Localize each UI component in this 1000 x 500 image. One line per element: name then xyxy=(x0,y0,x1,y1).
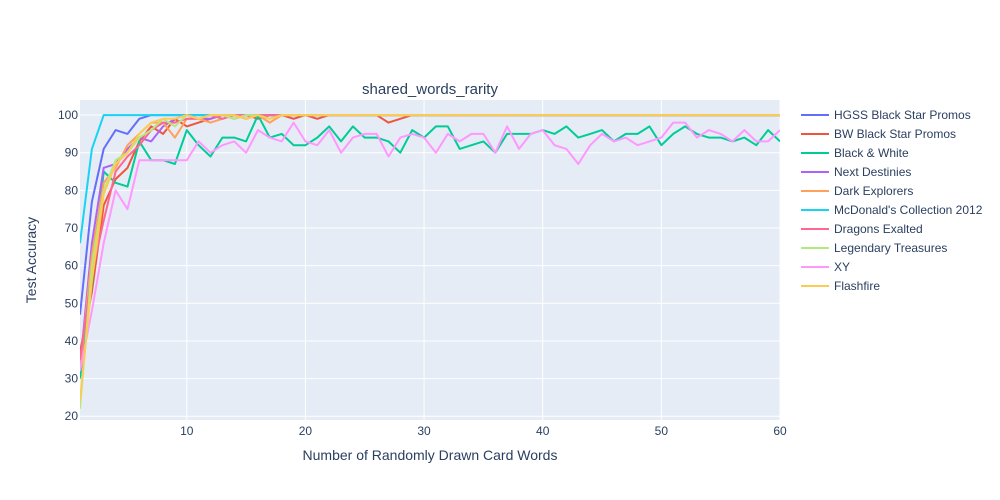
y-tick-label: 60 xyxy=(65,259,79,273)
y-tick-label: 70 xyxy=(65,221,79,235)
y-tick-label: 30 xyxy=(65,372,79,386)
y-tick-label: 50 xyxy=(65,296,79,310)
x-tick-label: 60 xyxy=(773,424,787,438)
legend-label: Dark Explorers xyxy=(834,184,913,198)
legend-label: BW Black Star Promos xyxy=(834,127,956,141)
legend-label: Black & White xyxy=(834,146,909,160)
x-tick-label: 10 xyxy=(180,424,194,438)
y-tick-label: 90 xyxy=(65,146,79,160)
x-tick-label: 30 xyxy=(417,424,431,438)
legend-label: McDonald's Collection 2012 xyxy=(834,203,983,217)
plot-area xyxy=(80,100,780,420)
y-tick-label: 80 xyxy=(65,183,79,197)
legend-label: Flashfire xyxy=(834,279,880,293)
y-tick-label: 40 xyxy=(65,334,79,348)
y-axis-title: Test Accuracy xyxy=(23,217,39,303)
chart-title: shared_words_rarity xyxy=(362,81,498,98)
legend-label: Legendary Treasures xyxy=(834,241,947,255)
x-tick-label: 40 xyxy=(536,424,550,438)
x-tick-label: 20 xyxy=(299,424,313,438)
x-tick-label: 50 xyxy=(655,424,669,438)
legend-label: Dragons Exalted xyxy=(834,222,923,236)
y-tick-label: 100 xyxy=(58,108,78,122)
legend-label: XY xyxy=(834,260,850,274)
legend-label: Next Destinies xyxy=(834,165,911,179)
legend-label: HGSS Black Star Promos xyxy=(834,108,971,122)
y-tick-label: 20 xyxy=(65,409,79,423)
x-axis-title: Number of Randomly Drawn Card Words xyxy=(303,447,558,463)
